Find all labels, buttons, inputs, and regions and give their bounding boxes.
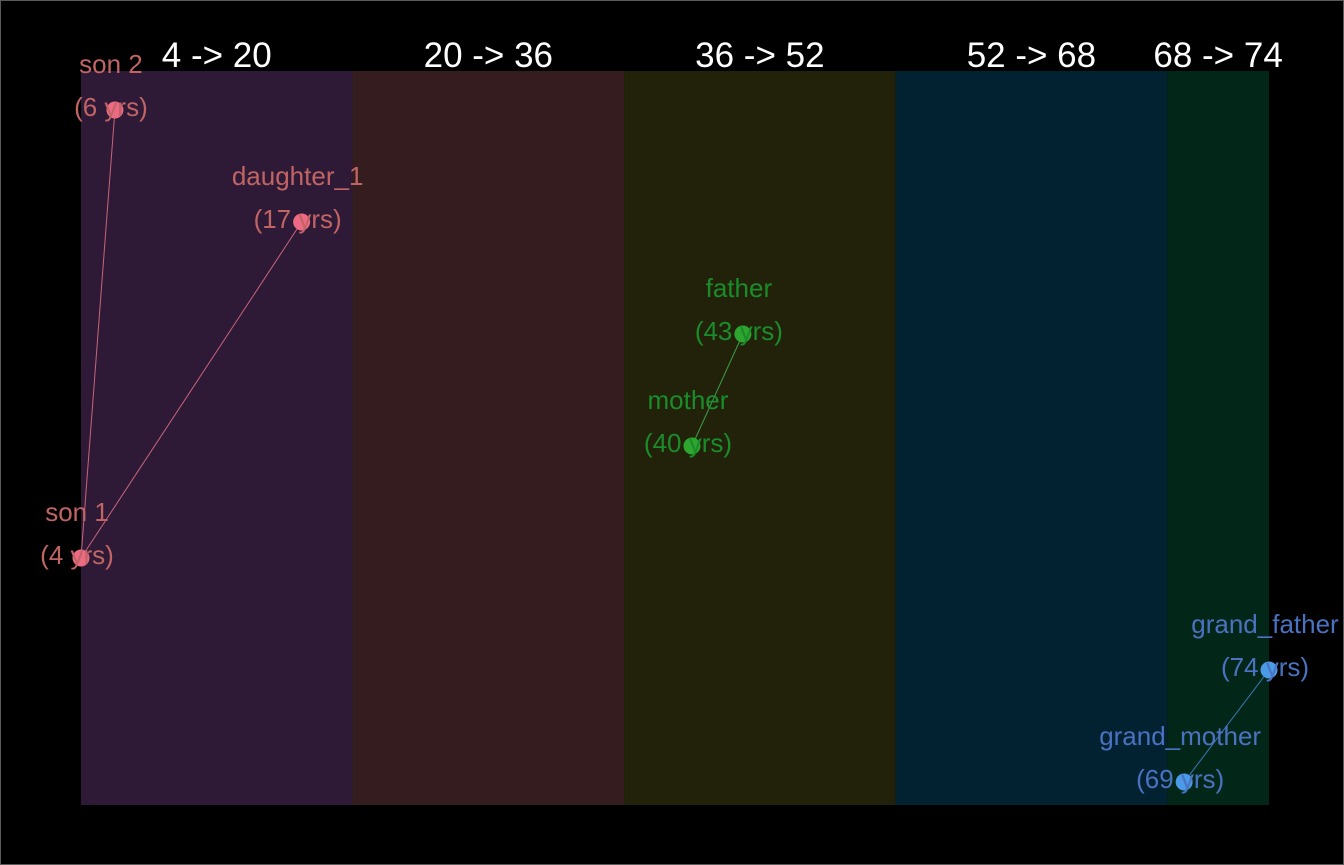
family-point-labels: son 1 (4 yrs) son 2 (6 yrs) daughter_1 (17 yr… — [40, 49, 1339, 794]
connector-line-daughter-1 — [80, 221, 303, 559]
point-age-son-1: (4 yrs) — [40, 540, 114, 570]
point-father — [734, 325, 752, 343]
age-band-label-2: 20 -> 36 — [424, 36, 553, 75]
point-son-2 — [106, 101, 124, 119]
point-daughter-1 — [293, 213, 311, 231]
age-band-label-1: 4 -> 20 — [162, 36, 272, 75]
age-band-label-4: 52 -> 68 — [967, 36, 1096, 75]
age-band-4 — [895, 71, 1168, 805]
point-age-mother: (40 yrs) — [644, 428, 732, 458]
point-age-father: (43 yrs) — [695, 316, 783, 346]
connector-line-grand-father — [1183, 669, 1270, 783]
age-band-1 — [81, 71, 353, 805]
point-son-1 — [72, 549, 90, 567]
point-grand-father — [1260, 661, 1278, 679]
age-bands — [81, 71, 1269, 805]
age-band-2 — [352, 71, 625, 805]
point-name-daughter-1: daughter_1 — [232, 161, 364, 191]
point-name-grand-father: grand_father — [1191, 609, 1339, 639]
point-name-son-2: son 2 — [79, 49, 143, 79]
point-grand-mother — [1175, 773, 1193, 791]
point-name-son-1: son 1 — [45, 497, 109, 527]
point-age-daughter-1: (17 yrs) — [254, 204, 342, 234]
age-band-3 — [624, 71, 896, 805]
family-points — [72, 101, 1278, 791]
connector-line-son-2 — [80, 109, 116, 559]
connector-line-father — [691, 333, 744, 447]
connector-lines — [80, 109, 1270, 783]
point-mother — [683, 437, 701, 455]
age-band-label-3: 36 -> 52 — [695, 36, 824, 75]
point-age-son-2: (6 yrs) — [74, 92, 148, 122]
point-name-grand-mother: grand_mother — [1099, 721, 1261, 751]
point-age-grand-father: (74 yrs) — [1221, 652, 1309, 682]
point-name-father: father — [706, 273, 773, 303]
age-band-5 — [1167, 71, 1269, 805]
age-band-label-5: 68 -> 74 — [1153, 36, 1282, 75]
age-band-labels: 4 -> 20 20 -> 36 36 -> 52 52 -> 68 68 -> 74 — [162, 36, 1283, 75]
point-age-grand-mother: (69 yrs) — [1136, 764, 1224, 794]
point-name-mother: mother — [648, 385, 729, 415]
